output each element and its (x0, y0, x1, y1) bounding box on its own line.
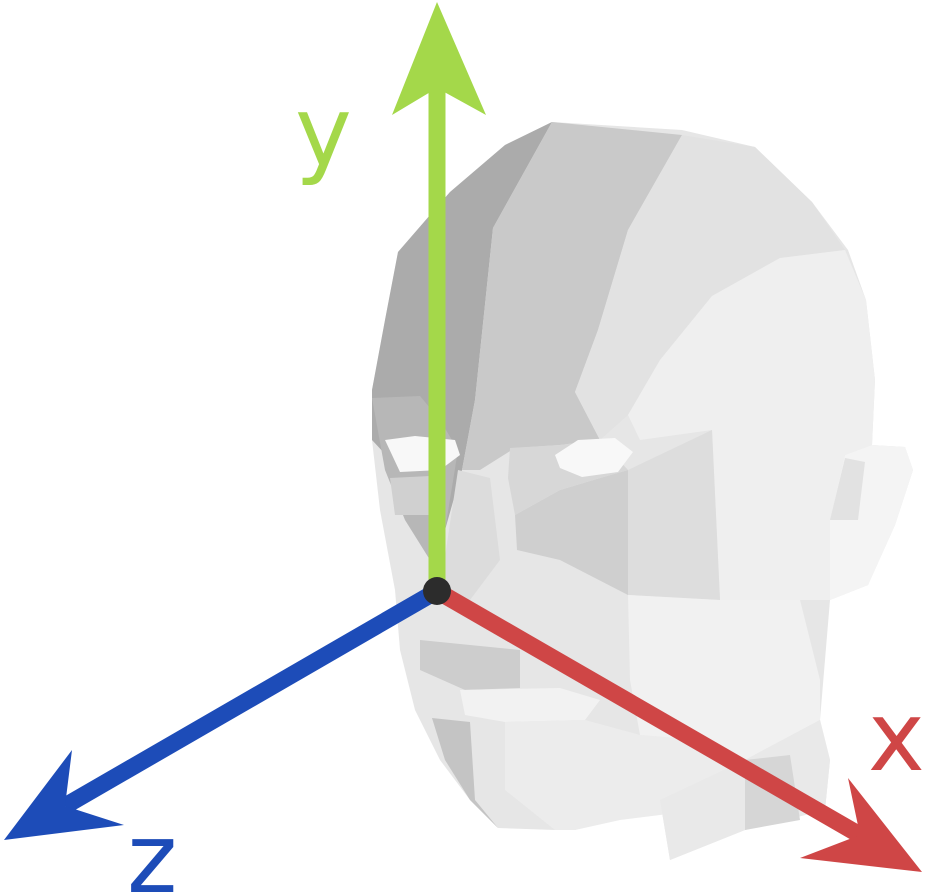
head-chin (432, 718, 498, 828)
z-axis (4, 583, 442, 840)
head-mouth-upper (420, 640, 520, 690)
head-mouth-lower (460, 688, 600, 722)
z-axis-label: z (127, 803, 177, 895)
x-axis (432, 583, 922, 872)
head-left-cheek-shadow (390, 476, 440, 515)
head-ear-inner (830, 458, 865, 520)
head-model (372, 122, 913, 860)
head-eye-socket (515, 470, 628, 595)
head-side-light (628, 250, 875, 600)
x-axis-arrowhead (800, 778, 922, 872)
head-nose (440, 470, 500, 600)
x-axis-line (432, 583, 870, 846)
y-axis (392, 2, 486, 591)
head-cheek (628, 430, 720, 600)
origin-point (423, 577, 451, 605)
head-right-eye (555, 438, 633, 477)
head-ear (830, 445, 913, 600)
x-axis-label: x (868, 681, 925, 793)
z-axis-line (60, 583, 442, 814)
head-lower-side (628, 595, 820, 760)
y-axis-arrowhead (392, 2, 486, 115)
head-crown-light (575, 135, 845, 440)
z-axis-arrowhead (4, 750, 124, 840)
head-forehead-band (462, 122, 682, 470)
y-axis-label: y (295, 76, 352, 188)
